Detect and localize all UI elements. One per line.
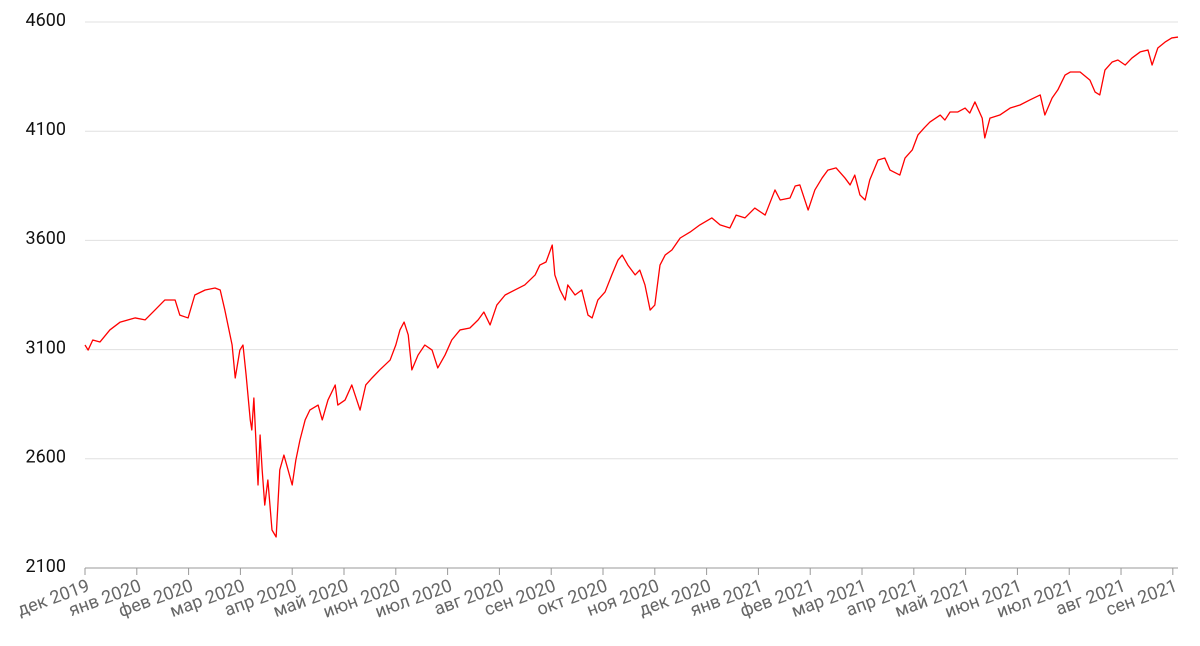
price-line [84, 36, 1179, 538]
y-tick-label: 4600 [26, 10, 66, 31]
y-tick-label: 3100 [26, 337, 66, 358]
y-tick-label: 4100 [26, 119, 66, 140]
y-tick-label: 2100 [26, 556, 66, 577]
y-tick-label: 2600 [26, 447, 66, 468]
y-tick-label: 3600 [26, 228, 66, 249]
